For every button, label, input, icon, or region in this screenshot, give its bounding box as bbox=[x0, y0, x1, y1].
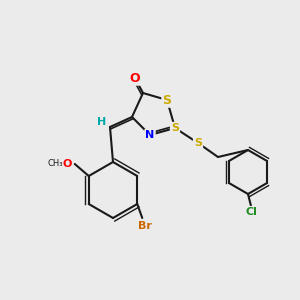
Text: N: N bbox=[146, 130, 154, 140]
Text: O: O bbox=[62, 159, 71, 169]
Text: Br: Br bbox=[138, 221, 152, 231]
Text: O: O bbox=[130, 71, 140, 85]
Text: Cl: Cl bbox=[245, 207, 257, 217]
Text: S: S bbox=[163, 94, 172, 106]
Text: H: H bbox=[98, 117, 106, 127]
Text: S: S bbox=[171, 123, 179, 133]
Text: CH₃: CH₃ bbox=[47, 160, 62, 169]
Text: S: S bbox=[194, 138, 202, 148]
